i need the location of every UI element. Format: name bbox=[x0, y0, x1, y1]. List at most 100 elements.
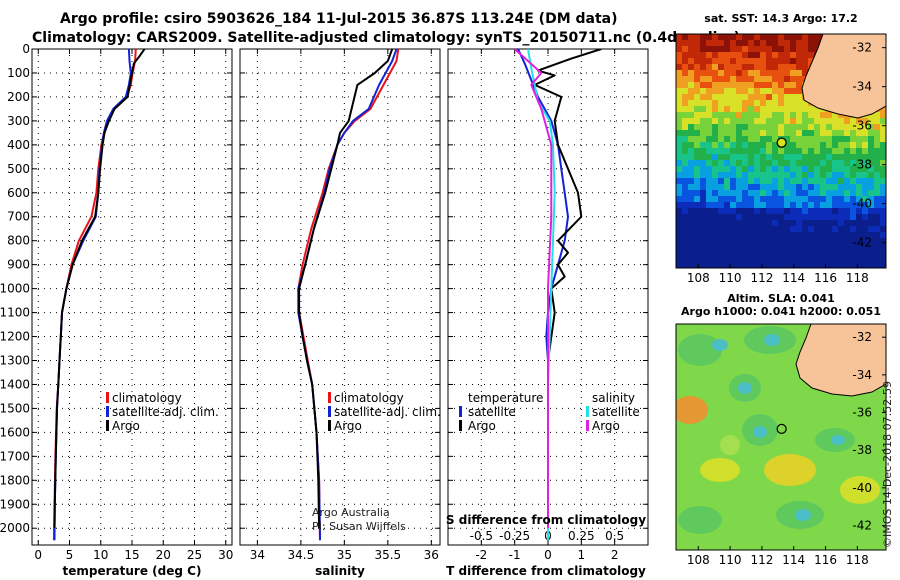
sst-cell bbox=[742, 214, 748, 220]
map-y-tick-label: -42 bbox=[852, 236, 872, 250]
sst-cell bbox=[676, 238, 682, 244]
sst-cell bbox=[682, 94, 688, 100]
sst-cell bbox=[718, 100, 724, 106]
sst-cell bbox=[784, 136, 790, 142]
sst-cell bbox=[682, 34, 688, 40]
sst-cell bbox=[742, 142, 748, 148]
sst-cell bbox=[820, 178, 826, 184]
sst-cell bbox=[688, 148, 694, 154]
sst-cell bbox=[844, 136, 850, 142]
sst-cell bbox=[754, 94, 760, 100]
sst-cell bbox=[868, 214, 874, 220]
sst-cell bbox=[706, 196, 712, 202]
sst-cell bbox=[880, 184, 886, 190]
sst-cell bbox=[772, 118, 778, 124]
sst-cell bbox=[796, 52, 802, 58]
sst-cell bbox=[844, 196, 850, 202]
sst-cell bbox=[862, 118, 868, 124]
sst-cell bbox=[676, 130, 682, 136]
sst-cell bbox=[880, 112, 886, 118]
legend-swatch-argo bbox=[328, 420, 331, 431]
sst-cell bbox=[874, 226, 880, 232]
sst-cell bbox=[784, 118, 790, 124]
sst-cell bbox=[754, 196, 760, 202]
sst-cell bbox=[802, 34, 808, 40]
sst-cell bbox=[856, 238, 862, 244]
sst-cell bbox=[766, 190, 772, 196]
sst-cell bbox=[748, 262, 754, 268]
sst-cell bbox=[856, 130, 862, 136]
sst-cell bbox=[868, 196, 874, 202]
sst-cell bbox=[688, 142, 694, 148]
sst-cell bbox=[694, 154, 700, 160]
sst-cell bbox=[796, 124, 802, 130]
sst-map-axes: 108 110 112 114 116 118 -32 -34 -36 -38 -40 -42 bbox=[687, 41, 886, 285]
sst-cell bbox=[760, 226, 766, 232]
sst-cell bbox=[676, 82, 682, 88]
sst-cell bbox=[736, 46, 742, 52]
sst-cell bbox=[778, 214, 784, 220]
sst-cell bbox=[760, 262, 766, 268]
sst-cell bbox=[760, 136, 766, 142]
sst-cell bbox=[796, 232, 802, 238]
sst-cell bbox=[706, 52, 712, 58]
sst-cell bbox=[688, 118, 694, 124]
sst-cell bbox=[838, 190, 844, 196]
sst-cell bbox=[730, 262, 736, 268]
y-tick-label: 200 bbox=[7, 90, 30, 104]
sst-cell bbox=[682, 100, 688, 106]
sst-cell bbox=[880, 220, 886, 226]
sst-cell bbox=[688, 190, 694, 196]
x2-tick-label: 0.5 bbox=[605, 529, 624, 543]
sst-cell bbox=[880, 208, 886, 214]
sst-cell bbox=[868, 250, 874, 256]
sst-cell bbox=[772, 136, 778, 142]
sst-cell bbox=[688, 196, 694, 202]
sst-cell bbox=[826, 238, 832, 244]
sst-cell bbox=[874, 160, 880, 166]
sst-cell bbox=[880, 238, 886, 244]
sst-cell bbox=[748, 64, 754, 70]
sst-cell bbox=[736, 172, 742, 178]
sst-cell bbox=[706, 184, 712, 190]
sst-cell bbox=[700, 76, 706, 82]
y-tick-label: 1200 bbox=[0, 330, 30, 344]
sst-cell bbox=[802, 178, 808, 184]
sst-cell bbox=[808, 148, 814, 154]
sst-cell bbox=[754, 244, 760, 250]
sst-cell bbox=[700, 136, 706, 142]
sst-cell bbox=[736, 160, 742, 166]
sst-cell bbox=[766, 256, 772, 262]
sst-cell bbox=[694, 106, 700, 112]
sst-cell bbox=[676, 64, 682, 70]
sst-cell bbox=[694, 100, 700, 106]
sst-cell bbox=[826, 160, 832, 166]
sst-cell bbox=[682, 64, 688, 70]
sst-cell bbox=[712, 178, 718, 184]
sst-cell bbox=[748, 160, 754, 166]
sst-cell bbox=[682, 118, 688, 124]
sst-cell bbox=[856, 172, 862, 178]
sst-cell bbox=[712, 226, 718, 232]
sst-cell bbox=[760, 52, 766, 58]
sst-cell bbox=[808, 184, 814, 190]
sst-cell bbox=[712, 46, 718, 52]
sst-cell bbox=[700, 154, 706, 160]
sst-cell bbox=[736, 130, 742, 136]
sst-cell bbox=[736, 154, 742, 160]
sst-cell bbox=[808, 40, 814, 46]
sst-cell bbox=[814, 208, 820, 214]
legend-swatch-climatology bbox=[328, 392, 331, 403]
sst-cell bbox=[784, 250, 790, 256]
sst-cell bbox=[778, 94, 784, 100]
sst-cell bbox=[742, 226, 748, 232]
sst-cell bbox=[790, 130, 796, 136]
sst-cell bbox=[760, 220, 766, 226]
map-x-tick-label: 116 bbox=[814, 271, 837, 285]
sst-cell bbox=[730, 244, 736, 250]
sst-cell bbox=[856, 250, 862, 256]
sst-cell bbox=[808, 58, 814, 64]
sst-cell bbox=[808, 190, 814, 196]
sst-cell bbox=[802, 46, 808, 52]
sst-cell bbox=[778, 40, 784, 46]
